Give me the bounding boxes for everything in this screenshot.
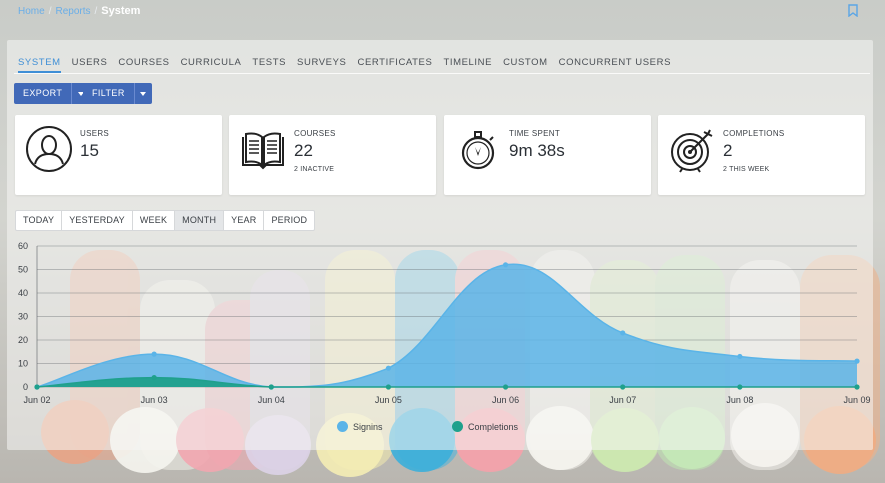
completions-point	[34, 384, 40, 390]
completions-line	[36, 376, 857, 388]
signins-completions-chart: 0 10 20 30 40 50 60 Jun 02 Jun 03 Jun 04 Jun 05 Jun…	[18, 241, 871, 405]
y-tick-label: 50	[18, 265, 28, 275]
completions-this-week: 2 THIS WEEK	[723, 166, 770, 173]
top-bar: Home / Reports / System	[0, 0, 885, 24]
signins-point	[502, 262, 509, 268]
signins-line	[36, 263, 858, 388]
period-month[interactable]: MONTH	[175, 211, 225, 230]
completions-card: COMPLETIONS 2 2 THIS WEEK	[658, 115, 865, 195]
completions-point	[502, 384, 509, 390]
tab-system[interactable]: SYSTEM	[18, 57, 61, 73]
x-tick-label: Jun 02	[23, 395, 50, 405]
tabs-divider	[14, 73, 870, 74]
signins-point	[737, 353, 743, 360]
export-button-group: EXPORT	[14, 83, 90, 104]
x-tick-label: Jun 03	[141, 395, 168, 405]
signins-area	[37, 264, 857, 387]
period-selector: TODAY YESTERDAY WEEK MONTH YEAR PERIOD	[15, 210, 316, 231]
completions-point	[385, 384, 392, 390]
users-card: USERS 15	[15, 115, 222, 195]
export-button[interactable]: EXPORT	[14, 83, 72, 104]
signins-point	[151, 351, 157, 357]
y-tick-label: 30	[18, 312, 28, 322]
chevron-down-icon	[140, 91, 147, 96]
tab-tests[interactable]: TESTS	[252, 57, 287, 68]
legend-signins[interactable]: Signins	[337, 421, 383, 432]
y-tick-label: 10	[18, 359, 28, 369]
tab-certificates[interactable]: CERTIFICATES	[357, 57, 433, 68]
courses-inactive: 2 INACTIVE	[294, 166, 335, 173]
tab-timeline[interactable]: TIMELINE	[443, 57, 493, 68]
legend-signins-label: Signins	[353, 421, 383, 432]
completions-point	[737, 384, 743, 390]
tab-concurrent-users[interactable]: CONCURRENT USERS	[558, 57, 672, 68]
courses-label: COURSES	[294, 129, 336, 138]
period-year[interactable]: YEAR	[224, 211, 265, 230]
user-icon	[26, 126, 72, 172]
tab-curricula[interactable]: CURRICULA	[180, 57, 242, 68]
signins-point	[854, 358, 860, 364]
tab-custom[interactable]: CUSTOM	[503, 57, 548, 68]
y-tick-label: 60	[18, 241, 28, 251]
filter-button[interactable]: FILTER	[83, 83, 134, 104]
completions-label: COMPLETIONS	[723, 129, 785, 138]
y-tick-label: 20	[18, 335, 28, 345]
period-today[interactable]: TODAY	[16, 211, 63, 230]
completions-area	[37, 377, 857, 387]
tab-surveys[interactable]: SURVEYS	[297, 57, 347, 68]
x-tick-label: Jun 09	[843, 395, 870, 405]
bookmark-icon[interactable]	[848, 4, 858, 17]
period-period[interactable]: PERIOD	[271, 215, 308, 225]
courses-card: COURSES 22 2 INACTIVE	[229, 115, 436, 195]
book-icon	[242, 132, 284, 170]
target-icon	[671, 129, 713, 173]
users-value: 15	[80, 141, 99, 160]
breadcrumb: Home / Reports / System	[18, 5, 141, 17]
time-spent-label: TIME SPENT	[509, 129, 561, 138]
x-tick-label: Jun 08	[726, 395, 753, 405]
chevron-down-icon	[77, 91, 84, 96]
filter-button-group: FILTER	[83, 83, 152, 104]
signins-point	[620, 330, 626, 336]
signins-point	[385, 365, 392, 371]
x-tick-label: Jun 07	[609, 395, 636, 405]
stopwatch-icon	[461, 131, 495, 170]
filter-dropdown-toggle[interactable]	[133, 83, 152, 104]
report-tabs: SYSTEM USERS COURSES CURRICULA TESTS SURVEYS C…	[18, 57, 682, 73]
completions-point	[151, 375, 157, 381]
y-tick-label: 0	[23, 382, 28, 392]
completions-point	[268, 384, 274, 390]
period-week[interactable]: WEEK	[133, 211, 176, 230]
time-spent-card: TIME SPENT 9m 38s	[444, 115, 651, 195]
legend-completions[interactable]: Completions	[452, 421, 518, 432]
period-yesterday[interactable]: YESTERDAY	[62, 211, 133, 230]
completions-point	[854, 384, 860, 390]
page-title: System	[101, 5, 141, 17]
x-tick-label: Jun 06	[492, 395, 519, 405]
tab-courses[interactable]: COURSES	[118, 57, 170, 68]
courses-value: 22	[294, 141, 313, 160]
x-tick-label: Jun 05	[375, 395, 402, 405]
breadcrumb-home[interactable]: Home	[18, 6, 45, 17]
time-spent-value: 9m 38s	[509, 141, 565, 160]
y-tick-label: 40	[18, 288, 28, 298]
legend-signins-swatch	[337, 421, 348, 432]
completions-value: 2	[723, 141, 733, 160]
legend-completions-label: Completions	[468, 421, 519, 432]
legend-completions-swatch	[452, 421, 463, 432]
breadcrumb-reports[interactable]: Reports	[55, 6, 91, 17]
x-tick-label: Jun 04	[258, 395, 285, 405]
tab-users[interactable]: USERS	[71, 57, 108, 68]
users-label: USERS	[80, 129, 110, 138]
completions-point	[620, 384, 626, 390]
